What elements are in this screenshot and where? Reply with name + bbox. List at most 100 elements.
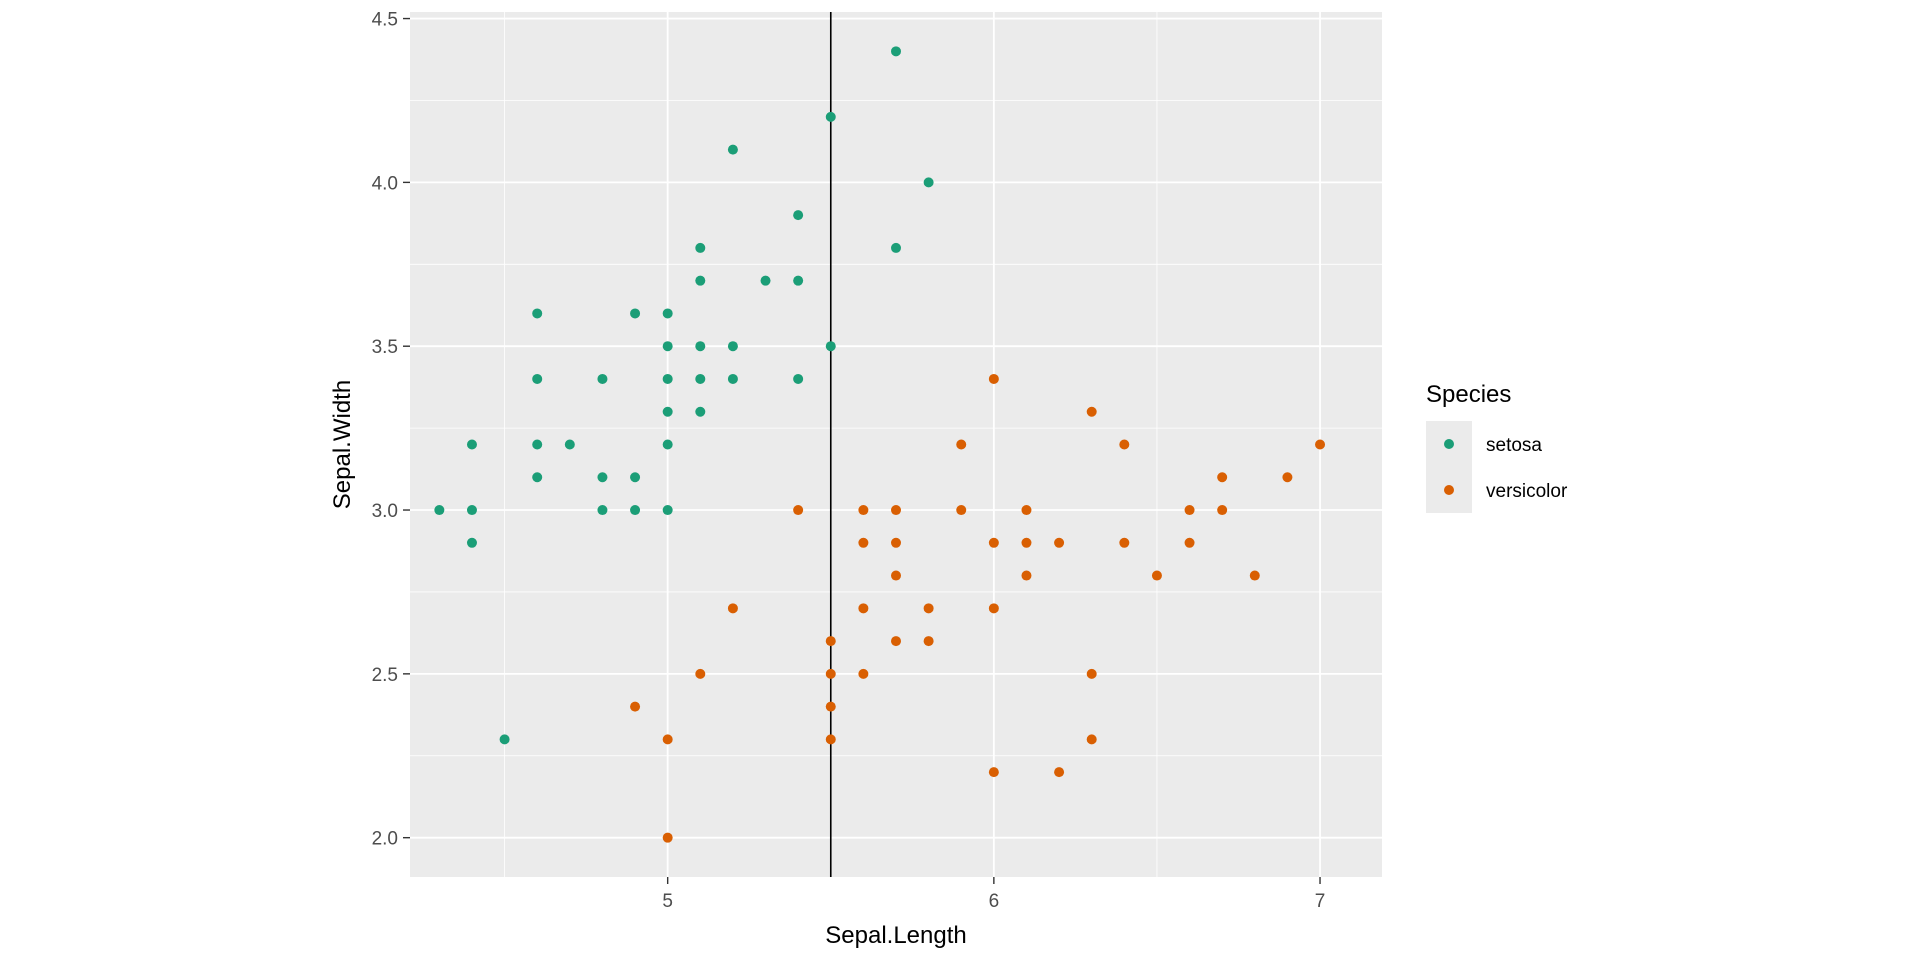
data-point-versicolor	[988, 603, 999, 614]
data-point-setosa	[532, 472, 543, 483]
y-tick-label: 3.5	[372, 337, 398, 358]
data-point-versicolor	[630, 701, 641, 712]
data-point-versicolor	[923, 636, 934, 647]
data-point-setosa	[532, 373, 543, 384]
y-tick-label: 3.0	[372, 501, 398, 522]
data-point-versicolor	[793, 505, 804, 516]
legend-keys-background	[1426, 421, 1472, 513]
data-point-setosa	[597, 373, 608, 384]
legend: Species setosa versicolor	[1426, 381, 1568, 513]
x-tick-label: 7	[1315, 891, 1326, 912]
data-point-versicolor	[1086, 734, 1097, 745]
legend-label-setosa: setosa	[1486, 435, 1542, 456]
data-point-setosa	[825, 111, 836, 122]
data-point-setosa	[695, 373, 706, 384]
y-axis-title: Sepal.Width	[329, 380, 356, 509]
x-axis: 5 6 7	[662, 877, 1325, 912]
data-point-versicolor	[858, 668, 869, 679]
data-point-setosa	[630, 308, 641, 319]
data-point-versicolor	[1184, 505, 1195, 516]
data-point-setosa	[662, 439, 673, 450]
y-tick-label: 4.5	[372, 10, 398, 31]
data-point-setosa	[923, 177, 934, 188]
data-point-versicolor	[1217, 472, 1228, 483]
data-point-versicolor	[891, 537, 901, 548]
data-point-setosa	[760, 275, 771, 286]
y-axis: 2.0 2.5 3.0 3.5 4.0 4.5	[372, 10, 410, 850]
legend-key-setosa	[1444, 439, 1454, 449]
data-point-versicolor	[1021, 570, 1032, 581]
y-tick-label: 2.0	[372, 829, 398, 850]
data-point-setosa	[793, 373, 804, 384]
data-point-versicolor	[858, 603, 869, 614]
legend-items: setosa versicolor	[1444, 435, 1568, 502]
data-point-setosa	[630, 505, 641, 516]
data-point-versicolor	[1282, 472, 1293, 483]
data-point-versicolor	[891, 505, 901, 516]
data-point-setosa	[695, 242, 706, 253]
data-point-versicolor	[923, 603, 934, 614]
legend-title: Species	[1426, 381, 1511, 408]
data-point-versicolor	[1021, 505, 1032, 516]
data-point-setosa	[662, 406, 673, 417]
data-point-versicolor	[1119, 537, 1130, 548]
data-point-setosa	[727, 373, 738, 384]
data-point-setosa	[564, 439, 575, 450]
data-point-versicolor	[1086, 668, 1097, 679]
x-tick-label: 6	[989, 891, 1000, 912]
data-point-versicolor	[727, 603, 738, 614]
data-point-versicolor	[891, 570, 901, 581]
data-point-versicolor	[1315, 439, 1326, 450]
data-point-setosa	[825, 341, 836, 352]
legend-label-versicolor: versicolor	[1486, 481, 1568, 502]
data-point-versicolor	[662, 832, 673, 843]
data-point-versicolor	[1184, 537, 1195, 548]
data-point-setosa	[727, 341, 738, 352]
data-point-versicolor	[988, 537, 999, 548]
data-point-versicolor	[988, 373, 999, 384]
data-point-setosa	[727, 144, 738, 155]
data-point-setosa	[793, 210, 804, 221]
x-axis-title: Sepal.Length	[825, 922, 966, 949]
data-point-versicolor	[1151, 570, 1162, 581]
data-point-setosa	[597, 505, 608, 516]
data-point-versicolor	[825, 668, 836, 679]
data-point-versicolor	[956, 505, 967, 516]
data-point-versicolor	[858, 537, 869, 548]
data-point-versicolor	[891, 636, 901, 647]
data-point-setosa	[891, 46, 901, 57]
data-point-setosa	[532, 439, 543, 450]
data-point-versicolor	[1054, 767, 1065, 778]
data-point-versicolor	[1249, 570, 1260, 581]
data-point-setosa	[662, 505, 673, 516]
data-point-versicolor	[988, 767, 999, 778]
data-point-setosa	[499, 734, 510, 745]
y-tick-label: 2.5	[372, 665, 398, 686]
data-point-setosa	[695, 341, 706, 352]
data-point-setosa	[695, 406, 706, 417]
data-point-versicolor	[825, 636, 836, 647]
data-point-setosa	[466, 505, 477, 516]
data-point-versicolor	[1217, 505, 1228, 516]
data-point-setosa	[466, 537, 477, 548]
data-point-setosa	[597, 472, 608, 483]
data-point-setosa	[793, 275, 804, 286]
data-point-setosa	[662, 308, 673, 319]
data-point-setosa	[434, 505, 445, 516]
data-point-setosa	[695, 275, 706, 286]
data-points	[434, 46, 1326, 843]
data-point-versicolor	[1086, 406, 1097, 417]
data-point-versicolor	[662, 734, 673, 745]
data-point-versicolor	[1054, 537, 1065, 548]
data-point-versicolor	[1021, 537, 1032, 548]
plot-panel	[410, 12, 1382, 877]
data-point-versicolor	[825, 701, 836, 712]
data-point-setosa	[532, 308, 543, 319]
data-point-setosa	[891, 242, 901, 253]
data-point-versicolor	[1119, 439, 1130, 450]
data-point-setosa	[662, 373, 673, 384]
data-point-setosa	[662, 341, 673, 352]
x-tick-label: 5	[662, 891, 673, 912]
data-point-versicolor	[956, 439, 967, 450]
